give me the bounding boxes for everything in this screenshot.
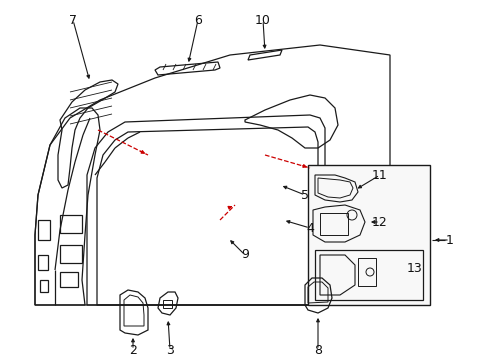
Bar <box>38 255 48 270</box>
Text: 4: 4 <box>305 221 313 234</box>
Text: 2: 2 <box>129 343 137 356</box>
Bar <box>357 258 375 286</box>
Text: 8: 8 <box>313 343 321 356</box>
Bar <box>314 250 422 300</box>
Text: 13: 13 <box>407 261 422 274</box>
Text: 1: 1 <box>445 234 453 247</box>
Bar <box>38 220 50 240</box>
Text: 6: 6 <box>194 14 202 27</box>
Text: 3: 3 <box>166 343 174 356</box>
Bar <box>319 213 347 235</box>
Text: 12: 12 <box>371 216 387 229</box>
Text: 11: 11 <box>371 168 387 181</box>
Bar <box>60 272 78 287</box>
Text: 9: 9 <box>241 248 248 261</box>
Bar <box>307 165 429 305</box>
Bar <box>60 245 82 263</box>
Bar <box>40 280 48 292</box>
Bar <box>60 215 82 233</box>
Text: 5: 5 <box>301 189 308 202</box>
Text: 7: 7 <box>69 14 77 27</box>
Text: 10: 10 <box>255 14 270 27</box>
